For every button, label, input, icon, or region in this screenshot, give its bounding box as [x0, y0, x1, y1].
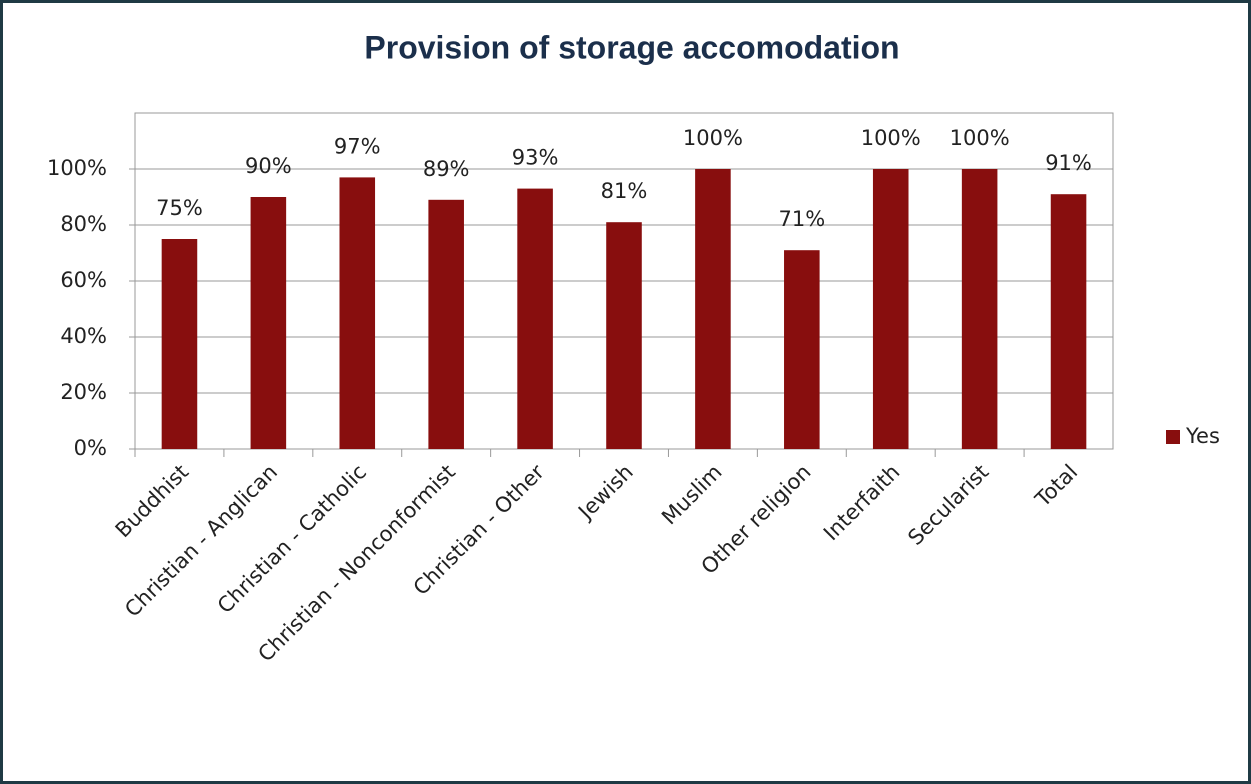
- legend-label: Yes: [1185, 424, 1220, 448]
- y-tick-label: 40%: [60, 324, 107, 348]
- y-tick-label: 20%: [60, 380, 107, 404]
- bar: [872, 169, 909, 449]
- data-label: 81%: [601, 179, 648, 203]
- bar: [1050, 194, 1087, 449]
- data-label: 89%: [423, 157, 470, 181]
- y-tick-label: 80%: [60, 212, 107, 236]
- legend-swatch: [1166, 430, 1180, 444]
- bar: [695, 169, 731, 449]
- y-tick-label: 0%: [74, 436, 107, 460]
- data-label: 90%: [245, 154, 292, 178]
- bar: [250, 197, 287, 449]
- bar: [517, 188, 553, 449]
- data-label: 93%: [512, 146, 559, 170]
- data-label: 100%: [683, 126, 743, 150]
- data-label: 91%: [1045, 151, 1092, 175]
- data-label: 100%: [950, 126, 1010, 150]
- y-tick-label: 100%: [47, 156, 107, 180]
- data-label: 75%: [156, 196, 203, 220]
- bar: [606, 222, 642, 449]
- y-tick-label: 60%: [60, 268, 107, 292]
- bar: [161, 239, 198, 449]
- bar: [784, 250, 820, 449]
- chart-title: Provision of storage accomodation: [364, 29, 899, 65]
- bar: [428, 199, 464, 449]
- data-label: 71%: [778, 207, 825, 231]
- data-label: 97%: [334, 134, 381, 158]
- bar: [961, 169, 998, 449]
- bar: [339, 177, 376, 449]
- data-label: 100%: [861, 126, 921, 150]
